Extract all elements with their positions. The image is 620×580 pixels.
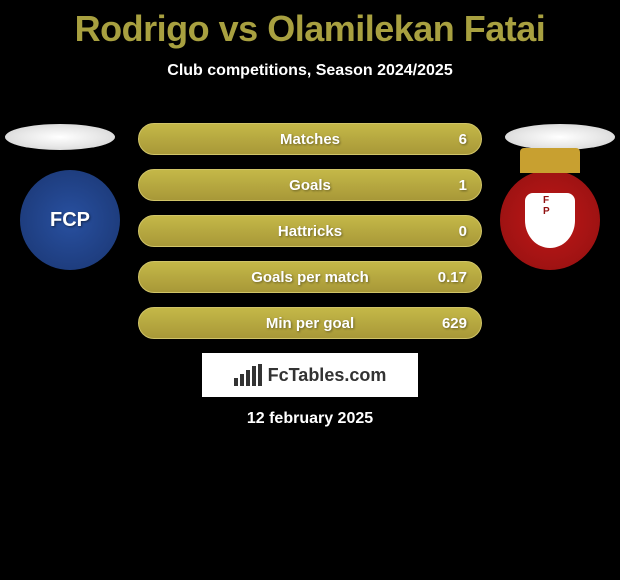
stat-row-hattricks: Hattricks 0 [138,215,482,247]
player-avatar-right [505,124,615,150]
stat-row-min-per-goal: Min per goal 629 [138,307,482,339]
page-title: Rodrigo vs Olamilekan Fatai [0,0,620,50]
stat-label: Min per goal [266,315,354,332]
stat-row-goals: Goals 1 [138,169,482,201]
club-badge-right [500,170,600,270]
stat-value: 629 [442,315,467,332]
stats-container: Matches 6 Goals 1 Hattricks 0 Goals per … [138,123,482,353]
stat-value: 1 [459,177,467,194]
stat-value: 0 [459,223,467,240]
fctables-logo: FcTables.com [202,353,418,397]
stat-row-goals-per-match: Goals per match 0.17 [138,261,482,293]
date-text: 12 february 2025 [0,410,620,428]
chart-icon [234,364,262,386]
subtitle: Club competitions, Season 2024/2025 [0,62,620,80]
stat-label: Hattricks [278,223,342,240]
stat-value: 0.17 [438,269,467,286]
stat-label: Goals per match [251,269,369,286]
stat-label: Goals [289,177,331,194]
stat-label: Matches [280,131,340,148]
stat-row-matches: Matches 6 [138,123,482,155]
club-badge-right-shield [525,193,575,248]
player-avatar-left [5,124,115,150]
stat-value: 6 [459,131,467,148]
logo-text: FcTables.com [268,365,387,386]
club-badge-left [20,170,120,270]
